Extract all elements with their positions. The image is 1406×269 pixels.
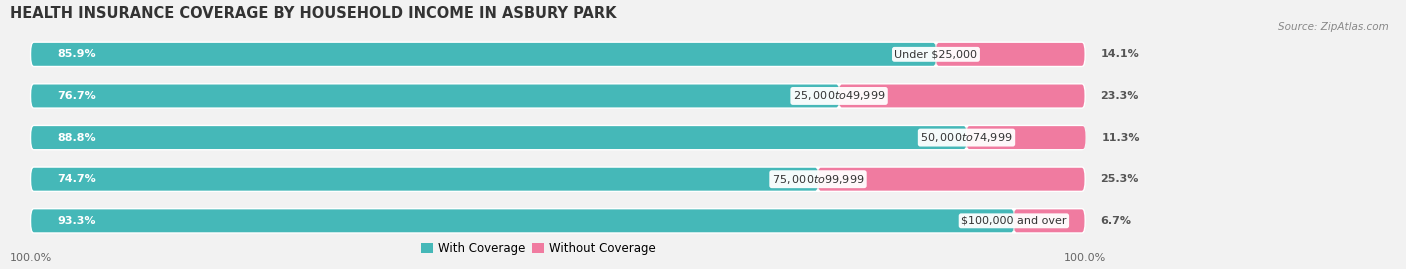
FancyBboxPatch shape bbox=[966, 126, 1085, 149]
FancyBboxPatch shape bbox=[839, 84, 1084, 107]
Text: 23.3%: 23.3% bbox=[1101, 91, 1139, 101]
FancyBboxPatch shape bbox=[31, 209, 1084, 232]
FancyBboxPatch shape bbox=[31, 43, 936, 66]
FancyBboxPatch shape bbox=[31, 84, 839, 107]
Text: $50,000 to $74,999: $50,000 to $74,999 bbox=[921, 131, 1012, 144]
Text: 88.8%: 88.8% bbox=[58, 133, 96, 143]
Text: Source: ZipAtlas.com: Source: ZipAtlas.com bbox=[1278, 22, 1389, 31]
FancyBboxPatch shape bbox=[936, 43, 1084, 66]
Text: 25.3%: 25.3% bbox=[1101, 174, 1139, 184]
FancyBboxPatch shape bbox=[31, 126, 1084, 149]
FancyBboxPatch shape bbox=[31, 84, 1084, 107]
Text: $75,000 to $99,999: $75,000 to $99,999 bbox=[772, 173, 865, 186]
Text: $25,000 to $49,999: $25,000 to $49,999 bbox=[793, 90, 886, 102]
Text: 85.9%: 85.9% bbox=[58, 49, 96, 59]
Text: 11.3%: 11.3% bbox=[1101, 133, 1140, 143]
Text: 6.7%: 6.7% bbox=[1101, 216, 1132, 226]
FancyBboxPatch shape bbox=[1014, 209, 1084, 232]
Text: $100,000 and over: $100,000 and over bbox=[962, 216, 1067, 226]
FancyBboxPatch shape bbox=[31, 126, 966, 149]
FancyBboxPatch shape bbox=[31, 168, 818, 191]
Text: 14.1%: 14.1% bbox=[1101, 49, 1139, 59]
FancyBboxPatch shape bbox=[31, 209, 1014, 232]
Legend: With Coverage, Without Coverage: With Coverage, Without Coverage bbox=[416, 237, 661, 260]
Text: 76.7%: 76.7% bbox=[58, 91, 97, 101]
FancyBboxPatch shape bbox=[31, 168, 1084, 191]
Text: Under $25,000: Under $25,000 bbox=[894, 49, 977, 59]
FancyBboxPatch shape bbox=[31, 43, 1084, 66]
Text: HEALTH INSURANCE COVERAGE BY HOUSEHOLD INCOME IN ASBURY PARK: HEALTH INSURANCE COVERAGE BY HOUSEHOLD I… bbox=[10, 6, 617, 20]
Text: 93.3%: 93.3% bbox=[58, 216, 96, 226]
FancyBboxPatch shape bbox=[818, 168, 1084, 191]
Text: 74.7%: 74.7% bbox=[58, 174, 97, 184]
